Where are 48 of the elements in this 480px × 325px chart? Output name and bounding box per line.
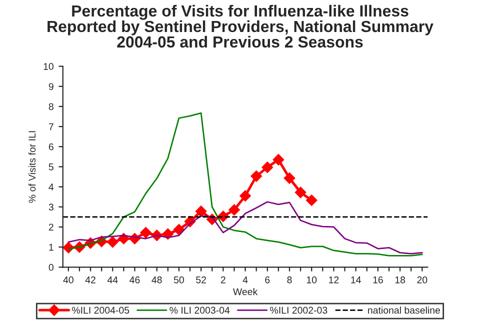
x-tick-label: 46: [130, 276, 140, 284]
point: [107, 236, 118, 248]
x-tick-label: 52: [196, 276, 206, 284]
x-tick-label: 44: [107, 276, 118, 284]
point: [140, 227, 152, 238]
x-tick-label: 40: [63, 276, 74, 284]
y-tick-label: 1: [49, 244, 54, 251]
point: [162, 228, 174, 240]
legend-label: %ILI 2002-03: [270, 306, 328, 314]
point: [284, 172, 296, 184]
point: [240, 190, 251, 202]
point: [272, 154, 284, 166]
point: [306, 194, 318, 206]
y-tick-label: 10: [44, 63, 54, 70]
x-tick-label: 42: [85, 276, 96, 284]
point: [228, 204, 240, 216]
chart-title: Percentage of Visits for Influenza-like Illness Reported by Sentinel Providers, National Summary 2004-05 and Previous 2 Seasons: [48, 4, 434, 48]
point: [173, 224, 185, 236]
y-tick-label: 8: [48, 103, 54, 110]
x-tick-label: 2: [220, 276, 226, 284]
point: [250, 170, 262, 182]
y-tick-label: 7: [48, 123, 54, 130]
y-tick-label: 9: [48, 83, 54, 90]
x-tick-label: 12: [329, 276, 339, 284]
y-tick-label: 5: [48, 164, 54, 170]
point: [195, 206, 207, 217]
x-tick-label: 16: [373, 276, 383, 284]
y-tick-label: 4: [48, 184, 54, 190]
x-tick-label: 20: [417, 276, 428, 284]
x-tick-label: 18: [395, 276, 406, 284]
x-tick-label: 4: [242, 276, 248, 284]
point: [262, 162, 273, 173]
x-axis-title: Week: [232, 288, 258, 296]
x-tick-label: 50: [174, 276, 184, 284]
x-tick-label: 8: [287, 276, 292, 284]
legend-label: %ILI 2004-05: [72, 306, 130, 314]
x-tick-label: 14: [351, 276, 361, 284]
legend-label: % ILI 2003-04: [170, 306, 230, 314]
y-tick-label: 6: [48, 143, 54, 150]
y-tick-label: 2: [48, 224, 54, 231]
point: [294, 186, 306, 198]
y-axis-title: % of Visits for ILI: [28, 131, 36, 203]
x-tick-label: 6: [265, 276, 270, 284]
x-tick-label: 10: [306, 276, 317, 284]
x-tick-label: 48: [152, 276, 162, 284]
y-tick-label: 0: [48, 264, 54, 271]
legend-label: national baseline: [368, 306, 440, 314]
y-tick-label: 3: [48, 204, 54, 211]
